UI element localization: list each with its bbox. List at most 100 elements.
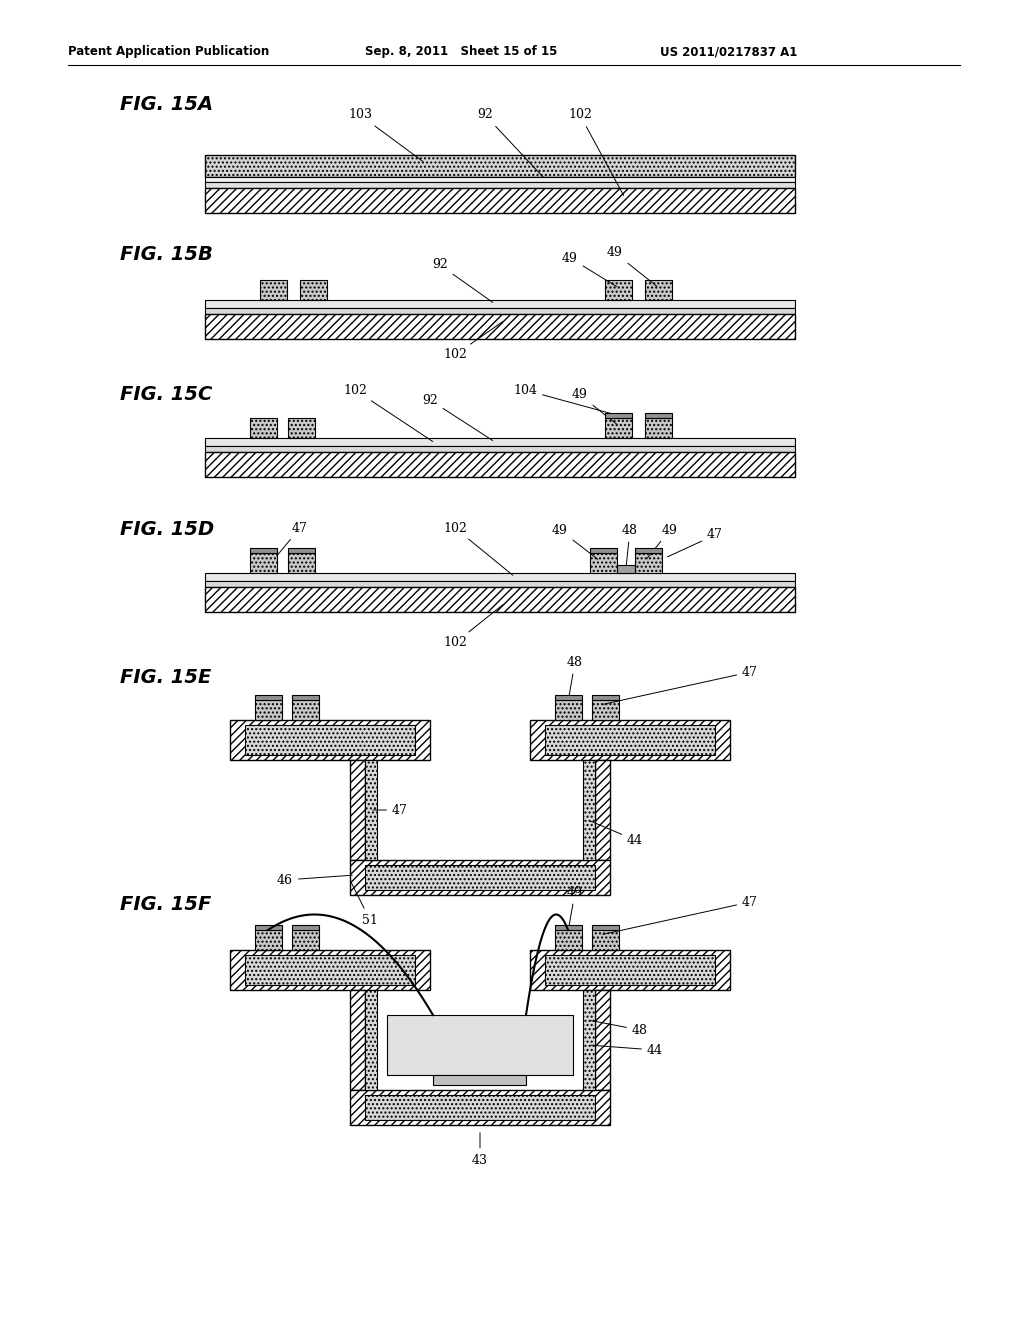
Bar	[288, 418, 315, 438]
Bar	[645, 413, 672, 418]
Text: FIG. 15F: FIG. 15F	[120, 895, 211, 913]
Bar	[205, 587, 795, 612]
Text: 47: 47	[603, 895, 758, 935]
Bar	[530, 719, 730, 760]
Text: FIG. 15A: FIG. 15A	[120, 95, 213, 114]
Bar	[545, 725, 715, 755]
Text: FIG. 15D: FIG. 15D	[120, 520, 214, 539]
Bar	[205, 581, 795, 587]
Text: 102: 102	[443, 605, 503, 649]
Text: FIG. 15B: FIG. 15B	[120, 246, 213, 264]
Bar	[595, 990, 610, 1090]
Bar	[230, 950, 430, 990]
Bar	[365, 990, 377, 1090]
Bar	[595, 760, 610, 861]
Text: 46: 46	[278, 874, 352, 887]
Text: 92: 92	[477, 108, 543, 177]
Text: Patent Application Publication: Patent Application Publication	[68, 45, 269, 58]
Bar	[292, 931, 319, 950]
Bar	[635, 548, 662, 553]
Bar	[365, 760, 377, 861]
Bar	[545, 954, 715, 985]
Text: 92: 92	[432, 259, 493, 302]
Bar	[645, 418, 672, 438]
Bar	[300, 280, 327, 300]
Bar	[555, 696, 582, 700]
Text: 92: 92	[422, 393, 493, 441]
Text: 48: 48	[591, 1020, 648, 1036]
Bar	[605, 413, 632, 418]
Bar	[205, 182, 795, 187]
Text: US 2011/0217837 A1: US 2011/0217837 A1	[660, 45, 798, 58]
Bar	[350, 861, 610, 895]
Bar	[592, 696, 618, 700]
Bar	[250, 418, 278, 438]
Text: FIG. 15C: FIG. 15C	[120, 385, 212, 404]
Bar	[387, 1015, 573, 1074]
Text: 102: 102	[443, 521, 513, 576]
Bar	[250, 548, 278, 553]
Bar	[205, 446, 795, 451]
Bar	[350, 990, 365, 1090]
Bar	[555, 931, 582, 950]
Bar	[205, 300, 795, 308]
Bar	[260, 280, 287, 300]
Bar	[583, 760, 595, 861]
Text: 104: 104	[513, 384, 617, 416]
Bar	[255, 700, 282, 719]
Text: 51: 51	[351, 883, 378, 927]
Bar	[583, 990, 595, 1090]
Text: 102: 102	[443, 322, 503, 362]
Bar	[555, 700, 582, 719]
Text: 103: 103	[348, 108, 423, 161]
Text: 49: 49	[562, 252, 616, 286]
Text: Sep. 8, 2011   Sheet 15 of 15: Sep. 8, 2011 Sheet 15 of 15	[365, 45, 557, 58]
Text: 49: 49	[647, 524, 678, 558]
Text: 48: 48	[622, 524, 638, 565]
Bar	[255, 931, 282, 950]
Text: 44: 44	[591, 821, 643, 846]
Bar	[205, 177, 795, 182]
Bar	[288, 548, 315, 553]
Bar	[555, 925, 582, 931]
Text: 102: 102	[568, 108, 624, 195]
Text: FIG. 15E: FIG. 15E	[120, 668, 211, 686]
Bar	[255, 925, 282, 931]
Bar	[592, 931, 618, 950]
Text: 102: 102	[343, 384, 433, 441]
Text: 47: 47	[668, 528, 723, 557]
Text: 49: 49	[567, 886, 583, 929]
Bar	[605, 418, 632, 438]
Bar	[605, 280, 632, 300]
Bar	[292, 696, 319, 700]
Bar	[205, 438, 795, 446]
Bar	[205, 573, 795, 581]
Bar	[205, 154, 795, 177]
Bar	[230, 719, 430, 760]
Text: 48: 48	[567, 656, 583, 700]
Bar	[530, 950, 730, 990]
Bar	[590, 553, 617, 573]
Bar	[592, 700, 618, 719]
Text: 47: 47	[373, 804, 408, 817]
Text: 47: 47	[276, 521, 308, 556]
Bar	[350, 760, 365, 861]
Bar	[205, 308, 795, 314]
Bar	[635, 553, 662, 573]
Bar	[205, 187, 795, 213]
Bar	[255, 696, 282, 700]
Bar	[288, 553, 315, 573]
Bar	[365, 865, 595, 890]
Bar	[365, 1096, 595, 1119]
Text: 49: 49	[552, 524, 598, 560]
Text: 43: 43	[472, 1133, 488, 1167]
Bar	[645, 280, 672, 300]
Bar	[592, 925, 618, 931]
Bar	[292, 925, 319, 931]
Bar	[245, 954, 415, 985]
Bar	[350, 1090, 610, 1125]
Bar	[205, 314, 795, 339]
Bar	[205, 451, 795, 477]
Bar	[590, 548, 617, 553]
Text: 49: 49	[572, 388, 616, 424]
